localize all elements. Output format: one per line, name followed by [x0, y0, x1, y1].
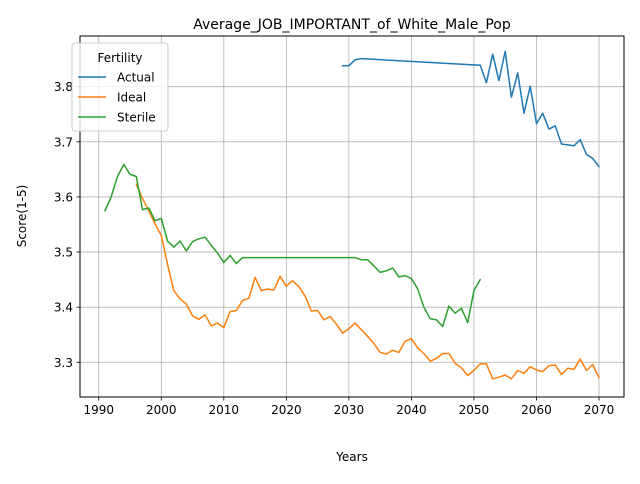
x-axis-ticks: 1990 2000 2010 2020 2030 2040 2050 2060 2070 [83, 397, 614, 417]
legend-items: Actual Ideal Sterile [78, 71, 156, 125]
legend: Fertility Actual Ideal Sterile [71, 42, 169, 132]
y-axis-label: Score(1-5) [15, 185, 29, 248]
x-axis-label: Years [335, 450, 368, 464]
y-axis-ticks: 3.3 3.4 3.5 3.6 3.7 3.8 [54, 80, 80, 370]
y-tick-label: 3.4 [54, 301, 73, 315]
x-tick-label: 2060 [521, 403, 552, 417]
series-line-actual [341, 50, 601, 168]
y-tick-label: 3.5 [54, 246, 73, 260]
y-tick-label: 3.6 [54, 190, 73, 204]
y-tick-label: 3.7 [54, 135, 73, 149]
legend-label-actual: Actual [117, 71, 155, 85]
x-tick-label: 2040 [396, 403, 427, 417]
legend-box [71, 42, 169, 132]
x-tick-label: 2070 [584, 403, 615, 417]
legend-title: Fertility [97, 51, 142, 65]
x-tick-label: 2050 [459, 403, 490, 417]
grid [80, 36, 624, 397]
series-line-sterile [104, 163, 482, 328]
x-tick-label: 1990 [83, 403, 114, 417]
x-tick-label: 2030 [334, 403, 365, 417]
x-tick-label: 2020 [271, 403, 302, 417]
x-tick-label: 2010 [209, 403, 240, 417]
series-line-ideal [135, 183, 600, 380]
legend-label-sterile: Sterile [117, 111, 156, 125]
x-tick-label: 2000 [146, 403, 177, 417]
legend-label-ideal: Ideal [117, 91, 146, 105]
chart-title: Average_JOB_IMPORTANT_of_White_Male_Pop [193, 17, 511, 33]
series-group [104, 50, 601, 380]
plot-frame [79, 35, 625, 398]
y-tick-label: 3.3 [54, 356, 73, 370]
y-tick-label: 3.8 [54, 80, 73, 94]
